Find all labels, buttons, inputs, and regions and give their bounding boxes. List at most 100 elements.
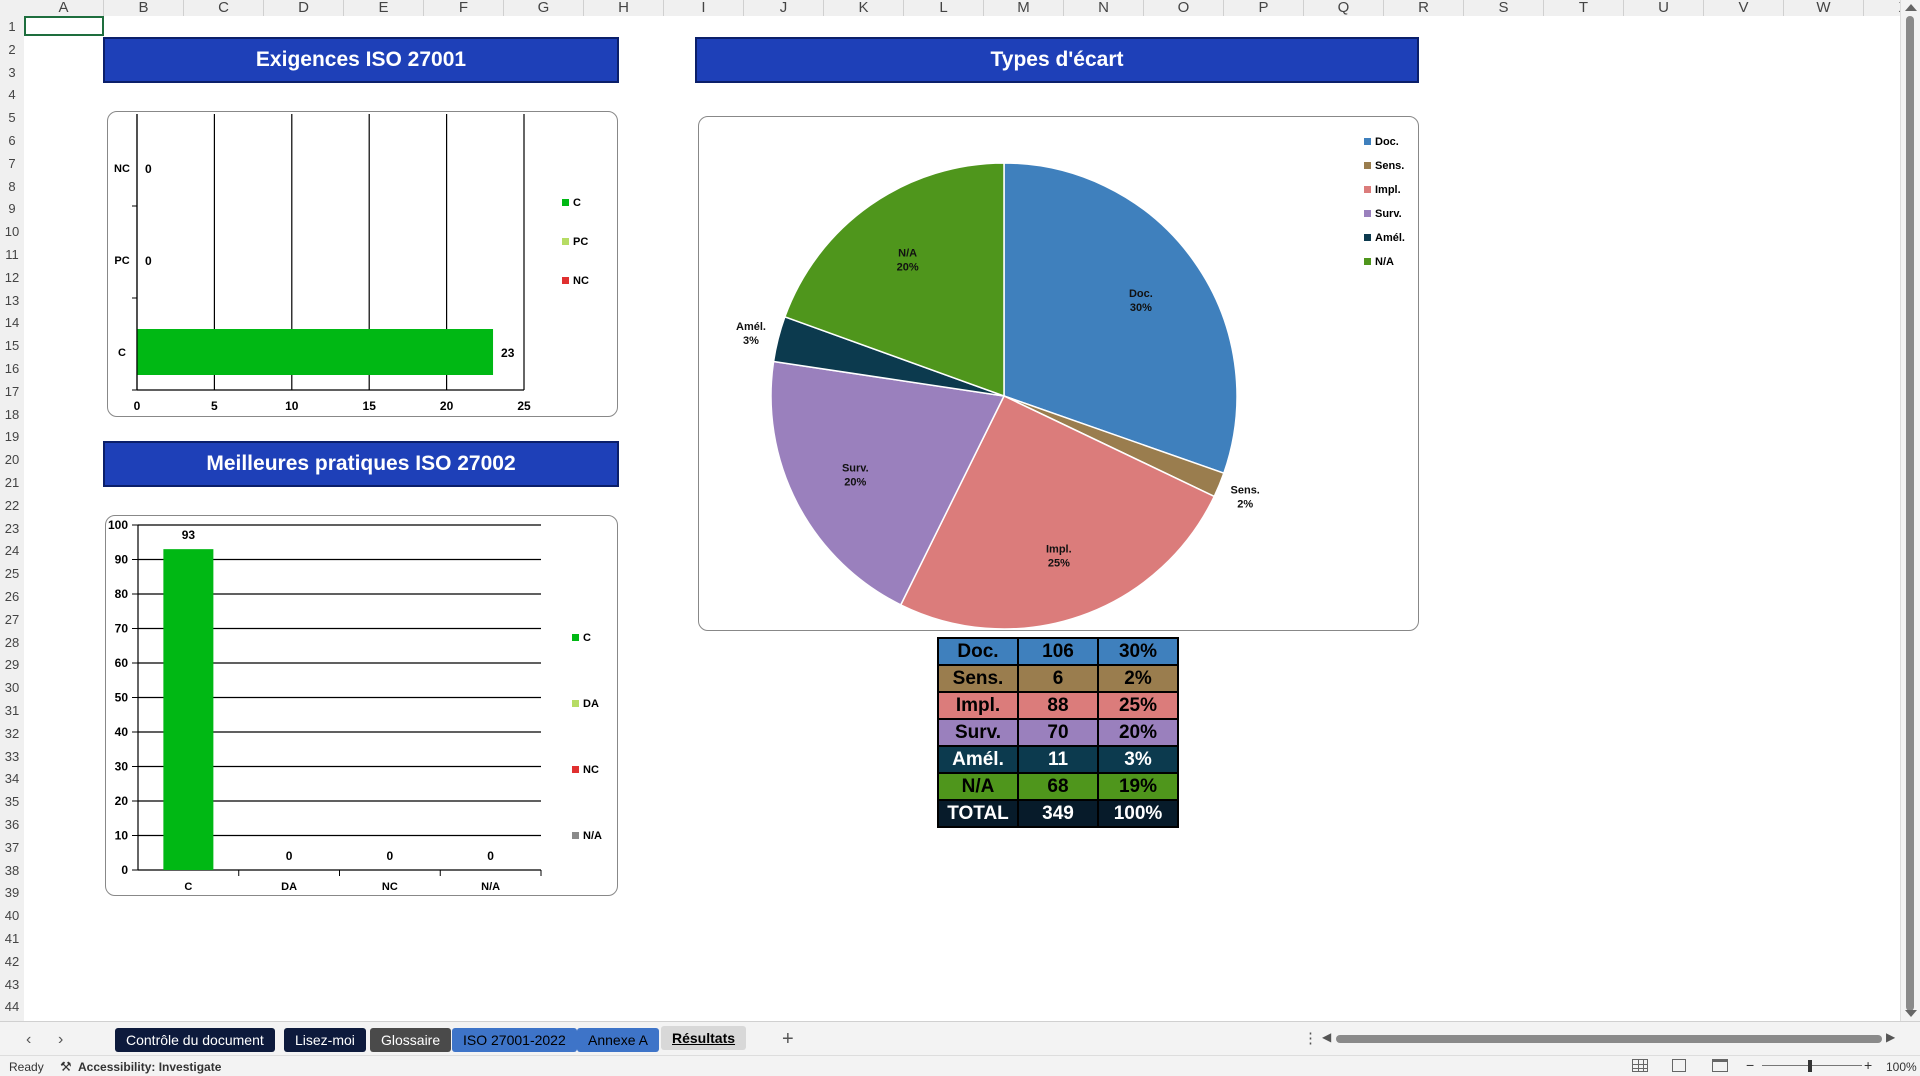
more-tabs-icon[interactable]: ⋮ <box>1303 1030 1318 1047</box>
summary-cell-count[interactable]: 68 <box>1017 772 1099 801</box>
row-header[interactable]: 23 <box>4 520 20 536</box>
row-header[interactable]: 21 <box>4 475 20 490</box>
row-header[interactable]: 26 <box>4 589 20 604</box>
row-header[interactable]: 9 <box>8 201 16 217</box>
row-header[interactable]: 5 <box>8 110 16 126</box>
summary-cell-pct[interactable]: 30% <box>1097 637 1179 666</box>
summary-cell-count[interactable]: 11 <box>1017 745 1099 774</box>
row-header[interactable]: 11 <box>5 247 19 262</box>
row-header[interactable]: 19 <box>4 429 20 445</box>
summary-cell-count[interactable]: 106 <box>1017 637 1099 666</box>
row-header[interactable]: 8 <box>8 178 16 194</box>
zoom-level[interactable]: 100% <box>1886 1060 1917 1074</box>
row-header[interactable]: 14 <box>4 315 20 331</box>
tab-next-icon[interactable]: › <box>58 1031 64 1048</box>
row-header[interactable]: 39 <box>4 885 20 901</box>
row-header[interactable]: 10 <box>4 224 20 240</box>
column-header[interactable]: B <box>104 0 184 16</box>
summary-cell-pct[interactable]: 19% <box>1097 772 1179 801</box>
column-header[interactable]: O <box>1144 0 1224 16</box>
summary-cell-pct[interactable]: 3% <box>1097 745 1179 774</box>
sheet-tab[interactable]: Contrôle du document <box>115 1028 275 1052</box>
row-header[interactable]: 1 <box>8 19 16 34</box>
row-header[interactable]: 6 <box>8 133 16 148</box>
summary-cell-pct[interactable]: 100% <box>1097 799 1179 828</box>
row-header[interactable]: 25 <box>4 566 20 582</box>
row-header[interactable]: 29 <box>4 657 20 673</box>
column-header[interactable]: I <box>664 0 744 16</box>
column-header[interactable]: T <box>1544 0 1624 16</box>
summary-cell-pct[interactable]: 25% <box>1097 691 1179 720</box>
column-header[interactable]: S <box>1464 0 1544 16</box>
row-header[interactable]: 15 <box>4 338 20 354</box>
column-header[interactable]: D <box>264 0 344 16</box>
row-header[interactable]: 34 <box>4 771 20 787</box>
zoom-in-icon[interactable]: + <box>1864 1057 1873 1073</box>
zoom-slider[interactable] <box>1762 1065 1862 1066</box>
active-cell-A1[interactable] <box>24 16 104 36</box>
row-header[interactable]: 30 <box>4 680 20 696</box>
add-sheet-button[interactable]: + <box>782 1028 794 1050</box>
column-header[interactable]: N <box>1064 0 1144 16</box>
zoom-out-icon[interactable]: − <box>1746 1057 1755 1073</box>
row-header[interactable]: 41 <box>4 931 20 946</box>
column-header[interactable]: A <box>24 0 104 16</box>
scroll-down-icon[interactable] <box>1905 1010 1917 1017</box>
summary-cell-label[interactable]: Impl. <box>937 691 1019 720</box>
row-header[interactable]: 40 <box>4 908 20 924</box>
column-header[interactable]: M <box>984 0 1064 16</box>
summary-cell-label[interactable]: Sens. <box>937 664 1019 693</box>
row-header[interactable]: 31 <box>4 703 20 718</box>
summary-cell-count[interactable]: 70 <box>1017 718 1099 747</box>
row-header[interactable]: 36 <box>4 817 20 832</box>
row-header[interactable]: 27 <box>4 611 20 627</box>
row-header[interactable]: 32 <box>4 725 20 741</box>
summary-cell-label[interactable]: TOTAL <box>937 799 1019 828</box>
row-header[interactable]: 28 <box>4 634 20 650</box>
summary-cell-count[interactable]: 349 <box>1017 799 1099 828</box>
row-header[interactable]: 35 <box>4 794 20 810</box>
summary-cell-label[interactable]: N/A <box>937 772 1019 801</box>
row-header[interactable]: 13 <box>4 292 20 308</box>
row-header[interactable]: 4 <box>8 87 16 103</box>
column-header[interactable]: Q <box>1304 0 1384 16</box>
row-header[interactable]: 42 <box>4 953 20 969</box>
chart-iso27002-box[interactable]: 0 10 20 30 40 50 60 70 80 90 100 C 93 DA 0 NC 0 N/A 0 C DA NC… <box>105 515 618 896</box>
zoom-slider-thumb[interactable] <box>1808 1060 1812 1072</box>
row-header[interactable]: 20 <box>4 452 20 468</box>
sheet-tab[interactable]: ISO 27001-2022 <box>452 1028 577 1052</box>
column-header[interactable]: V <box>1704 0 1784 16</box>
column-header[interactable]: E <box>344 0 424 16</box>
column-header[interactable]: J <box>744 0 824 16</box>
horizontal-scroll-thumb[interactable] <box>1336 1035 1882 1043</box>
row-header[interactable]: 24 <box>4 543 20 559</box>
row-header[interactable]: 17 <box>4 383 20 399</box>
hscroll-right-icon[interactable]: ▶ <box>1886 1030 1896 1044</box>
column-header[interactable]: K <box>824 0 904 16</box>
page-break-preview-icon[interactable] <box>1712 1059 1728 1072</box>
sheet-tab[interactable]: Résultats <box>661 1026 747 1050</box>
row-header[interactable]: 37 <box>4 839 20 855</box>
summary-cell-count[interactable]: 6 <box>1017 664 1099 693</box>
normal-view-icon[interactable] <box>1632 1059 1648 1072</box>
page-layout-icon[interactable] <box>1672 1059 1686 1072</box>
column-header[interactable]: P <box>1224 0 1304 16</box>
row-header[interactable]: 43 <box>4 976 20 992</box>
sheet-tab[interactable]: Glossaire <box>370 1028 452 1052</box>
column-header[interactable]: W <box>1784 0 1864 16</box>
chart-iso27001-box[interactable]: 0 5 10 15 20 25 NC 0 PC 0 C 23 C PC NC <box>107 111 618 417</box>
row-header[interactable]: 44 <box>4 999 20 1015</box>
sheet-tab[interactable]: Annexe A <box>577 1028 659 1052</box>
column-header[interactable]: U <box>1624 0 1704 16</box>
tab-prev-icon[interactable]: ‹ <box>26 1031 32 1048</box>
summary-cell-count[interactable]: 88 <box>1017 691 1099 720</box>
row-header[interactable]: 3 <box>8 64 16 80</box>
summary-cell-pct[interactable]: 20% <box>1097 718 1179 747</box>
row-header[interactable]: 18 <box>4 406 20 422</box>
row-header[interactable]: 38 <box>4 862 20 878</box>
accessibility-status[interactable]: Accessibility: Investigate <box>78 1060 222 1074</box>
row-header[interactable]: 2 <box>8 41 16 57</box>
vertical-scrollbar[interactable] <box>1900 0 1920 1021</box>
vertical-scroll-thumb[interactable] <box>1906 16 1914 1011</box>
row-header[interactable]: 33 <box>4 748 20 764</box>
